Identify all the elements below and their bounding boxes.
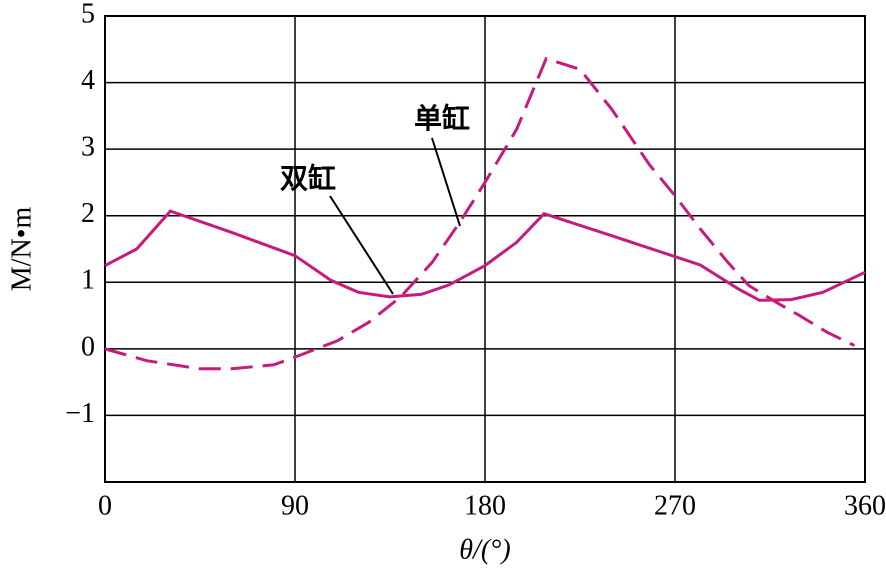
y-tick-label: 4 <box>81 65 95 96</box>
leader-line <box>431 137 461 227</box>
x-axis-label: θ/(°) <box>459 534 510 565</box>
y-tick-label: 3 <box>81 132 95 163</box>
series-label: 双缸 <box>280 162 336 195</box>
y-axis-label: M/N•m <box>6 207 37 292</box>
y-tick-label: 1 <box>81 265 95 296</box>
x-tick-label: 270 <box>654 490 696 521</box>
y-tick-label: 2 <box>81 198 95 229</box>
y-tick-label: 5 <box>81 0 95 29</box>
x-tick-label: 360 <box>844 490 886 521</box>
series-line <box>104 209 866 302</box>
y-tick-label: −1 <box>65 398 95 429</box>
series-line <box>104 56 856 371</box>
series-label: 单缸 <box>414 102 470 135</box>
leader-line <box>329 195 394 295</box>
x-tick-label: 0 <box>98 490 112 521</box>
y-tick-label: 0 <box>81 331 95 362</box>
x-tick-label: 180 <box>464 490 506 521</box>
x-tick-label: 90 <box>281 490 309 521</box>
